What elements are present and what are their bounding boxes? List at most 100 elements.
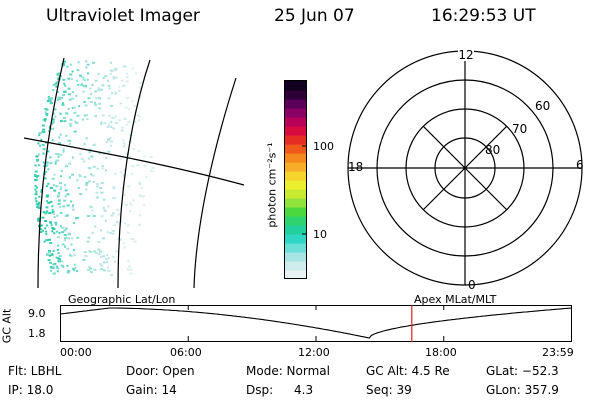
emission-pixel bbox=[34, 193, 38, 196]
emission-pixel bbox=[102, 77, 105, 79]
mlt-label-6: 6 bbox=[576, 158, 584, 172]
dsp-label: Dsp: bbox=[246, 383, 274, 397]
emission-pixel bbox=[51, 139, 54, 142]
mlt-label-0: 0 bbox=[468, 278, 476, 292]
emission-pixel bbox=[34, 164, 37, 167]
emission-pixel bbox=[130, 204, 133, 206]
emission-pixel bbox=[44, 165, 48, 168]
emission-pixel bbox=[100, 229, 103, 232]
emission-pixel bbox=[67, 269, 70, 272]
emission-pixel bbox=[56, 230, 59, 233]
emission-pixel bbox=[120, 129, 124, 132]
emission-pixel bbox=[59, 120, 63, 123]
emission-pixel bbox=[37, 207, 41, 209]
emission-pixel bbox=[52, 112, 55, 115]
emission-pixel bbox=[111, 232, 115, 235]
emission-pixel bbox=[138, 194, 141, 197]
gain-status: Gain: 14 bbox=[126, 383, 177, 397]
emission-pixel bbox=[88, 87, 92, 90]
emission-pixel bbox=[72, 106, 76, 109]
emission-pixel bbox=[52, 121, 55, 124]
emission-pixel bbox=[134, 121, 137, 124]
emission-pixel bbox=[60, 97, 63, 99]
emission-pixel bbox=[139, 195, 142, 198]
emission-pixel bbox=[71, 156, 74, 159]
emission-pixel bbox=[42, 148, 46, 151]
emission-pixel bbox=[45, 239, 49, 242]
emission-pixel bbox=[114, 67, 118, 70]
emission-pixel bbox=[36, 206, 40, 208]
emission-pixel bbox=[63, 229, 67, 232]
emission-pixel bbox=[52, 272, 56, 275]
emission-pixel bbox=[65, 227, 68, 230]
emission-pixel bbox=[111, 229, 115, 232]
emission-pixel bbox=[77, 61, 80, 64]
emission-pixel bbox=[34, 179, 37, 181]
emission-pixel bbox=[58, 258, 62, 261]
emission-pixel bbox=[64, 183, 67, 186]
emission-pixel bbox=[71, 205, 74, 208]
colorbar bbox=[284, 80, 307, 280]
emission-pixel bbox=[94, 103, 98, 106]
emission-pixel bbox=[68, 98, 72, 101]
emission-pixel bbox=[38, 153, 41, 156]
emission-pixel bbox=[138, 115, 141, 118]
emission-pixel bbox=[92, 61, 95, 64]
door-status: Door: Open bbox=[126, 364, 195, 378]
gc-alt-axis-label: GC Alt bbox=[0, 308, 14, 344]
emission-pixel bbox=[110, 273, 113, 276]
emission-pixel bbox=[51, 230, 54, 233]
emission-pixel bbox=[52, 89, 55, 92]
emission-pixel bbox=[64, 239, 67, 242]
colorbar-cell bbox=[285, 162, 307, 172]
emission-pixel bbox=[77, 187, 80, 189]
emission-pixel bbox=[59, 154, 63, 156]
emission-pixel bbox=[89, 101, 93, 103]
emission-pixel bbox=[73, 130, 77, 133]
emission-pixel bbox=[62, 94, 65, 96]
emission-pixel bbox=[73, 263, 76, 266]
emission-pixel bbox=[93, 250, 97, 253]
emission-pixel bbox=[126, 123, 129, 126]
emission-pixel bbox=[126, 224, 130, 227]
emission-pixel bbox=[55, 185, 59, 188]
emission-pixel bbox=[107, 150, 111, 153]
emission-pixel bbox=[63, 199, 67, 202]
emission-pixel bbox=[87, 215, 91, 217]
emission-pixel bbox=[63, 234, 67, 236]
emission-pixel bbox=[91, 231, 94, 234]
emission-pixel bbox=[58, 192, 61, 195]
emission-pixel bbox=[54, 152, 58, 155]
emission-pixel bbox=[45, 108, 49, 111]
lat-label-60: 60 bbox=[535, 99, 550, 113]
emission-pixel bbox=[47, 182, 50, 185]
emission-pixel bbox=[109, 121, 112, 124]
emission-pixel bbox=[56, 267, 60, 270]
emission-pixel bbox=[59, 206, 62, 208]
emission-pixel bbox=[107, 270, 111, 272]
emission-pixel bbox=[86, 118, 89, 121]
emission-pixel bbox=[60, 175, 63, 178]
emission-pixel bbox=[124, 65, 127, 68]
emission-pixel bbox=[108, 114, 111, 117]
emission-pixel bbox=[57, 156, 60, 158]
emission-pixel bbox=[123, 246, 126, 249]
emission-pixel bbox=[100, 215, 104, 218]
emission-pixel bbox=[138, 149, 141, 152]
emission-pixel bbox=[78, 105, 81, 108]
emission-pixel bbox=[49, 162, 53, 165]
emission-pixel bbox=[136, 114, 140, 117]
image-date: 25 Jun 07 bbox=[274, 6, 355, 26]
uv-image-panel bbox=[23, 57, 245, 289]
emission-pixel bbox=[59, 188, 62, 191]
emission-pixel bbox=[69, 124, 72, 127]
emission-pixel bbox=[123, 117, 127, 120]
emission-pixel bbox=[71, 97, 75, 100]
emission-pixel bbox=[57, 199, 61, 202]
emission-pixel bbox=[114, 115, 117, 118]
emission-pixel bbox=[114, 172, 117, 175]
emission-pixel bbox=[65, 236, 67, 239]
emission-pixel bbox=[149, 156, 153, 158]
emission-pixel bbox=[82, 160, 86, 163]
emission-pixel bbox=[57, 96, 61, 99]
